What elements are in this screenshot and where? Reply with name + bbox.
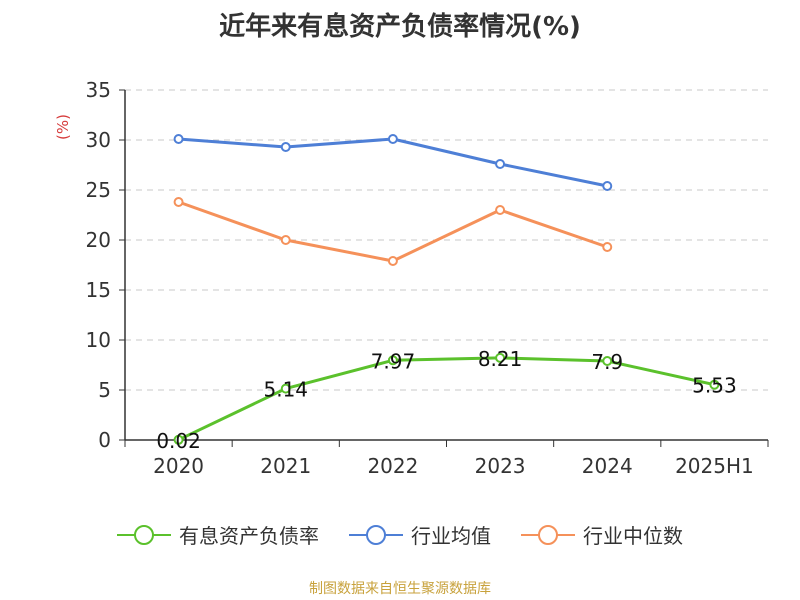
legend-line-icon — [349, 524, 403, 545]
line-chart: 0 5 10 15 20 25 30 35 2020 2021 2022 2023 2024 2025H1… — [54, 78, 769, 478]
data-point — [495, 352, 506, 363]
x-tick-label: 2022 — [367, 454, 418, 478]
data-point — [495, 205, 506, 215]
x-tick-label: 2025H1 — [675, 454, 754, 478]
legend-line-icon — [117, 524, 171, 545]
legend: 有息资产负债率 行业均值 行业中位数 — [0, 520, 800, 549]
legend-item-series-2[interactable]: 行业均值 — [349, 520, 491, 549]
data-point — [280, 383, 291, 394]
data-point — [602, 181, 613, 191]
data-label: 7.9 — [591, 350, 623, 374]
series-line — [177, 356, 715, 442]
data-point — [602, 242, 613, 252]
y-tick-label: 10 — [86, 328, 111, 352]
legend-item-series-3[interactable]: 行业中位数 — [521, 520, 683, 549]
data-point — [387, 256, 398, 266]
x-tick-label: 2021 — [260, 454, 311, 478]
x-tick-label: 2020 — [153, 454, 204, 478]
data-label: 5.53 — [692, 374, 737, 398]
data-point — [387, 134, 398, 144]
data-source: 制图数据来自恒生聚源数据库 — [309, 581, 491, 597]
series-line — [178, 137, 608, 188]
data-point — [280, 235, 291, 245]
legend-label: 行业中位数 — [583, 524, 683, 548]
legend-label: 有息资产负债率 — [179, 524, 319, 548]
legend-item-series-1[interactable]: 有息资产负债率 — [117, 520, 319, 549]
y-tick-label: 5 — [98, 378, 111, 402]
y-tick-label: 0 — [98, 428, 111, 452]
x-tick-label: 2024 — [582, 454, 633, 478]
data-point — [173, 434, 184, 445]
legend-line-icon — [521, 524, 575, 545]
y-tick-label: 20 — [86, 228, 111, 252]
chart-title: 近年来有息资产负债率情况(%) — [219, 12, 581, 42]
x-tick-label: 2023 — [475, 454, 526, 478]
series-line — [178, 200, 608, 263]
y-tick-label: 30 — [86, 128, 111, 152]
data-point — [387, 355, 398, 366]
y-axis-label: (%) — [54, 114, 72, 140]
y-tick-label: 15 — [86, 278, 111, 302]
data-label: 8.21 — [478, 347, 523, 371]
data-label: 7.97 — [371, 349, 416, 373]
data-label: 5.14 — [263, 378, 308, 402]
y-tick-label: 25 — [86, 178, 111, 202]
data-point — [495, 159, 506, 169]
data-point — [602, 356, 613, 366]
data-point — [280, 142, 291, 152]
data-point — [173, 197, 184, 207]
legend-label: 行业均值 — [411, 524, 491, 548]
data-label: 0.02 — [156, 429, 201, 453]
data-point — [709, 379, 720, 390]
y-tick-label: 35 — [86, 78, 111, 102]
data-point — [173, 134, 184, 144]
